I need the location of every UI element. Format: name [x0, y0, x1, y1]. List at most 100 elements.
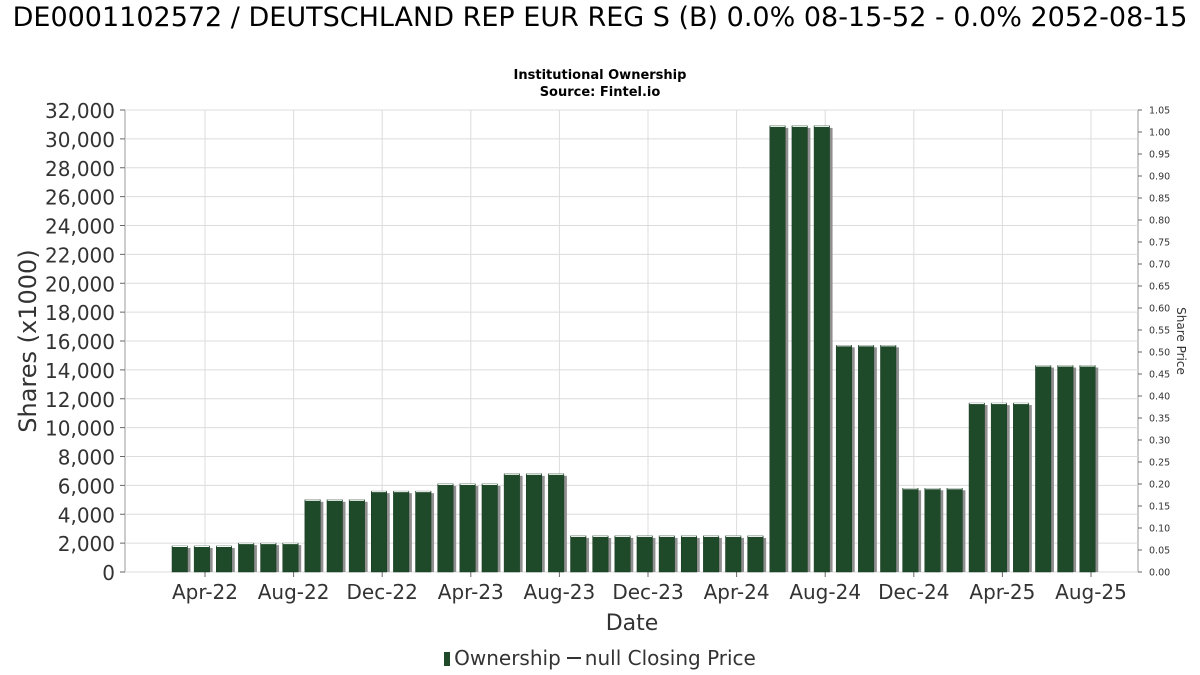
y2-tick-label: 0.95 [1149, 150, 1170, 161]
y2-tick-label: 0.30 [1149, 436, 1170, 447]
ownership-bar [459, 483, 476, 573]
ownership-bar [503, 473, 520, 573]
closing-price-legend-swatch [566, 657, 581, 659]
y2-tick-label: 0.70 [1149, 260, 1170, 271]
y2-tick-label: 0.40 [1149, 392, 1170, 403]
y-tick-label: 2,000 [58, 532, 115, 556]
y2-tick-label: 0.25 [1149, 458, 1170, 469]
y-tick-label: 22,000 [45, 243, 115, 267]
legend-closing-price: null Closing Price [584, 646, 756, 670]
ownership-bar [193, 545, 210, 573]
y2-tick-label: 1.05 [1149, 106, 1170, 117]
y-tick-label: 6,000 [58, 474, 115, 498]
y2-tick-label: 0.75 [1149, 238, 1170, 249]
y2-tick-label: 0.45 [1149, 370, 1170, 381]
ownership-bar [680, 535, 697, 573]
ownership-bar [769, 125, 786, 573]
y-tick-label: 18,000 [45, 301, 115, 325]
y-tick-label: 16,000 [45, 330, 115, 354]
y2-tick-label: 0.80 [1149, 216, 1170, 227]
ownership-bar [880, 345, 897, 573]
y2-axis-title: Share Price [1174, 307, 1188, 375]
chart-title: DE0001102572 / DEUTSCHLAND REP EUR REG S… [12, 2, 1188, 33]
x-tick-label: Aug-23 [524, 580, 596, 604]
ownership-legend-swatch [444, 652, 451, 666]
ownership-bar [348, 499, 365, 573]
ownership-bar [1035, 365, 1052, 573]
y2-tick-label: 0.50 [1149, 348, 1170, 359]
x-axis-title: Date [606, 611, 659, 636]
ownership-bar [614, 535, 631, 573]
y2-tick-label: 0.35 [1149, 414, 1170, 425]
y2-tick-label: 0.10 [1149, 524, 1170, 535]
ownership-bar [260, 542, 277, 573]
ownership-bar [946, 488, 963, 573]
ownership-bar [216, 545, 233, 573]
ownership-bar [725, 535, 742, 573]
ownership-bar [415, 490, 432, 573]
y2-tick-label: 0.20 [1149, 480, 1170, 491]
ownership-bar [238, 542, 255, 573]
x-tick-label: Dec-22 [347, 580, 418, 604]
ownership-bar [548, 473, 565, 573]
y2-tick-label: 0.85 [1149, 194, 1170, 205]
x-tick-label: Aug-25 [1055, 580, 1127, 604]
ownership-bar [371, 490, 388, 573]
chart-subtitle: Institutional Ownership [513, 68, 687, 83]
ownership-bar [304, 499, 321, 573]
ownership-bar [658, 535, 675, 573]
ownership-bar [636, 535, 653, 573]
y-tick-label: 24,000 [45, 215, 115, 239]
ownership-bar [326, 499, 343, 573]
ownership-bar [835, 345, 852, 573]
ownership-bar [393, 490, 410, 573]
ownership-bar [1013, 402, 1030, 573]
ownership-bar [791, 125, 808, 573]
ownership-bar [1079, 365, 1096, 573]
ownership-bar [990, 402, 1007, 573]
ownership-bar [525, 473, 542, 573]
ownership-bar [171, 545, 188, 573]
ownership-bar [481, 483, 498, 573]
ownership-bar [813, 125, 830, 573]
x-tick-label: Aug-24 [789, 580, 861, 604]
ownership-bar [282, 542, 299, 573]
ownership-bar [858, 345, 875, 573]
y-tick-label: 12,000 [45, 388, 115, 412]
x-tick-label: Apr-24 [704, 580, 770, 604]
y-tick-label: 28,000 [45, 157, 115, 181]
x-tick-label: Apr-25 [969, 580, 1035, 604]
y2-tick-label: 0.60 [1149, 304, 1170, 315]
chart-source: Source: Fintel.io [539, 85, 661, 100]
x-tick-label: Dec-23 [612, 580, 683, 604]
y-axis-title: Shares (x1000) [14, 249, 42, 432]
y2-tick-label: 0.65 [1149, 282, 1170, 293]
y-tick-label: 32,000 [45, 99, 115, 123]
y2-tick-label: 0.15 [1149, 502, 1170, 513]
ownership-bar [968, 402, 985, 573]
x-tick-label: Dec-24 [878, 580, 949, 604]
x-tick-label: Aug-22 [258, 580, 330, 604]
ownership-bar [703, 535, 720, 573]
x-tick-label: Apr-22 [172, 580, 238, 604]
x-tick-label: Apr-23 [438, 580, 504, 604]
chart-legend: Ownership null Closing Price [0, 646, 1200, 670]
ownership-bar [570, 535, 587, 573]
y2-tick-label: 0.90 [1149, 172, 1170, 183]
ownership-bar [1057, 365, 1074, 573]
ownership-bar [592, 535, 609, 573]
y-tick-label: 26,000 [45, 186, 115, 210]
y-tick-label: 8,000 [58, 446, 115, 470]
y-tick-label: 4,000 [58, 503, 115, 527]
y-tick-label: 0 [102, 561, 115, 585]
y-tick-label: 10,000 [45, 417, 115, 441]
ownership-bar [924, 488, 941, 573]
y2-tick-label: 1.00 [1149, 128, 1170, 139]
y-tick-label: 20,000 [45, 272, 115, 296]
y2-tick-label: 0.00 [1149, 568, 1170, 579]
ownership-bar [747, 535, 764, 573]
ownership-bar [902, 488, 919, 573]
y2-tick-label: 0.05 [1149, 546, 1170, 557]
legend-ownership: Ownership [454, 646, 561, 670]
